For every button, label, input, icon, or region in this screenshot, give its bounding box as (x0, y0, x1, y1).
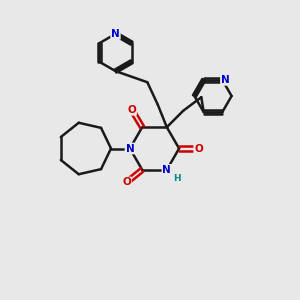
Text: N: N (111, 29, 120, 39)
Text: N: N (125, 143, 134, 154)
Text: O: O (194, 143, 203, 154)
Text: H: H (173, 174, 181, 183)
Text: N: N (162, 165, 171, 175)
Text: N: N (221, 75, 230, 85)
Text: O: O (122, 177, 131, 188)
Text: O: O (127, 105, 136, 115)
